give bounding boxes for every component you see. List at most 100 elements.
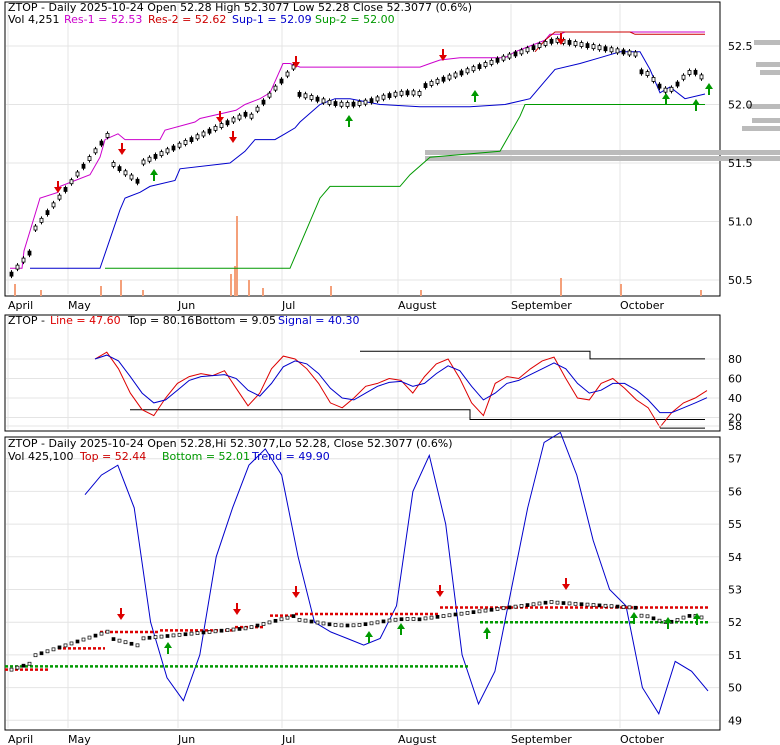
candle-body: [585, 43, 590, 48]
top-band-line: [360, 350, 705, 360]
candle-body: [519, 49, 524, 55]
candle-body: [465, 611, 470, 615]
price-header-res2: Res-2 = 52.62: [148, 13, 226, 26]
buy-arrow: [483, 627, 491, 639]
candle-body: [675, 81, 680, 87]
candle-body: [171, 145, 176, 151]
candle-body: [135, 643, 140, 648]
candle-body: [639, 613, 644, 618]
candle-body: [399, 617, 404, 622]
arrow-head: [705, 83, 713, 89]
candle-body: [219, 123, 224, 128]
oscillator-panel: 80 60 40 20 ZTOP - Line = 47.60 Top = 80.16…: [4, 314, 742, 432]
candle-body: [117, 166, 122, 172]
candle-body: [183, 632, 188, 637]
candle-body: [9, 271, 14, 277]
arrow-head: [54, 187, 62, 193]
oscillator-panel-frame: [4, 314, 721, 432]
candle-body: [351, 623, 356, 628]
candle-body: [681, 74, 686, 80]
trend-header-trend: Trend = 49.90: [251, 450, 330, 463]
candle-body: [237, 114, 242, 120]
candle-body: [381, 94, 386, 100]
candle-body: [333, 623, 338, 627]
arrow-head: [630, 612, 638, 618]
candle-body: [123, 170, 128, 176]
y-tick-label: 40: [728, 392, 742, 405]
y-tick-label: 51.5: [728, 157, 753, 170]
volume-bars: [14, 40, 780, 296]
candle-body: [87, 635, 92, 640]
price-candles: [9, 36, 704, 279]
candle-body: [453, 72, 458, 78]
y-tick-label: 51: [728, 649, 742, 662]
candle-body: [81, 637, 86, 642]
candle-body: [561, 601, 566, 605]
candle-body: [51, 202, 56, 208]
candle-body: [291, 614, 296, 618]
y-tick-label: 20: [728, 412, 742, 425]
candle-body: [33, 653, 38, 658]
volume-at-price-bar: [748, 104, 780, 109]
arrow-head: [292, 62, 300, 68]
candle-body: [21, 663, 26, 668]
arrow-head: [292, 592, 300, 598]
candle-body: [273, 85, 278, 91]
candle-body: [417, 91, 422, 96]
candle-body: [573, 41, 578, 46]
candle-body: [423, 616, 428, 621]
candle-body: [483, 608, 488, 613]
price-y-axis: 52.5 52.0 51.5 51.0 50.5: [728, 40, 753, 287]
arrow-head: [229, 137, 237, 143]
trend-panel: 58 57 56 55 54 53 52 51 50 49 ZTOP - Daily 2025-1…: [4, 420, 742, 731]
y-tick-label: 52: [728, 616, 742, 629]
candle-body: [147, 635, 152, 640]
volume-bar: [230, 274, 232, 296]
candle-body: [597, 603, 602, 608]
candle-body: [369, 621, 374, 626]
candle-body: [321, 621, 326, 626]
candle-body: [159, 151, 164, 157]
candle-body: [507, 53, 512, 59]
candle-body: [171, 633, 176, 638]
candle-body: [567, 40, 572, 45]
buy-arrow: [471, 90, 479, 102]
candle-body: [495, 607, 500, 611]
buy-arrow: [365, 631, 373, 643]
osc-header-line: Line = 47.60: [50, 314, 121, 327]
buy-arrow: [164, 642, 172, 654]
candle-body: [357, 623, 362, 627]
bottom-band-line: [130, 409, 705, 420]
candle-body: [447, 613, 452, 618]
candle-body: [195, 134, 200, 140]
y-tick-label: 56: [728, 485, 742, 498]
y-tick-label: 53: [728, 584, 742, 597]
sell-arrow: [54, 181, 62, 193]
candle-body: [111, 162, 116, 167]
volume-bar: [236, 216, 238, 296]
candle-body: [435, 78, 440, 84]
candle-body: [375, 620, 380, 625]
candle-body: [177, 142, 182, 148]
candle-body: [609, 47, 614, 53]
arrow-head: [662, 93, 670, 99]
candle-body: [195, 631, 200, 635]
candle-body: [651, 616, 656, 621]
candle-body: [231, 627, 236, 632]
candle-body: [411, 617, 416, 621]
candle-body: [285, 71, 290, 77]
candle-body: [207, 630, 212, 634]
candle-body: [531, 45, 536, 51]
candle-body: [261, 622, 266, 626]
candle-body: [39, 651, 44, 656]
volume-at-price-bar: [425, 156, 780, 161]
candle-body: [363, 622, 368, 627]
x2-label-jul: Jul: [281, 733, 295, 745]
candle-body: [609, 604, 614, 609]
candle-body: [699, 615, 704, 620]
candle-body: [525, 603, 530, 607]
candle-body: [243, 111, 248, 117]
candle-body: [633, 51, 638, 57]
candle-body: [69, 641, 74, 646]
